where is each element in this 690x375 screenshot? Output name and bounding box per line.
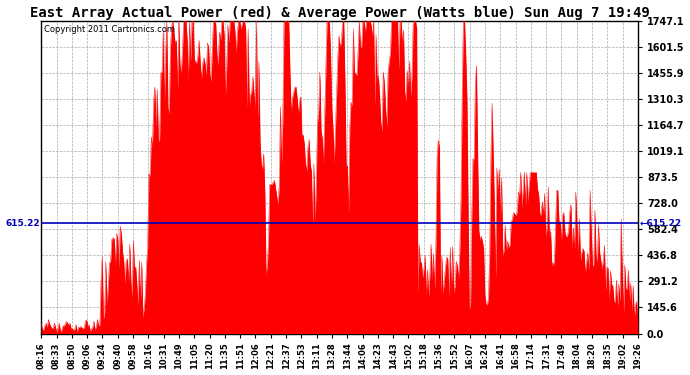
Text: Copyright 2011 Cartronics.com: Copyright 2011 Cartronics.com [44, 26, 175, 34]
Text: ←615.22: ←615.22 [639, 219, 681, 228]
Text: 615.22: 615.22 [6, 219, 40, 228]
Title: East Array Actual Power (red) & Average Power (Watts blue) Sun Aug 7 19:49: East Array Actual Power (red) & Average … [30, 6, 649, 20]
